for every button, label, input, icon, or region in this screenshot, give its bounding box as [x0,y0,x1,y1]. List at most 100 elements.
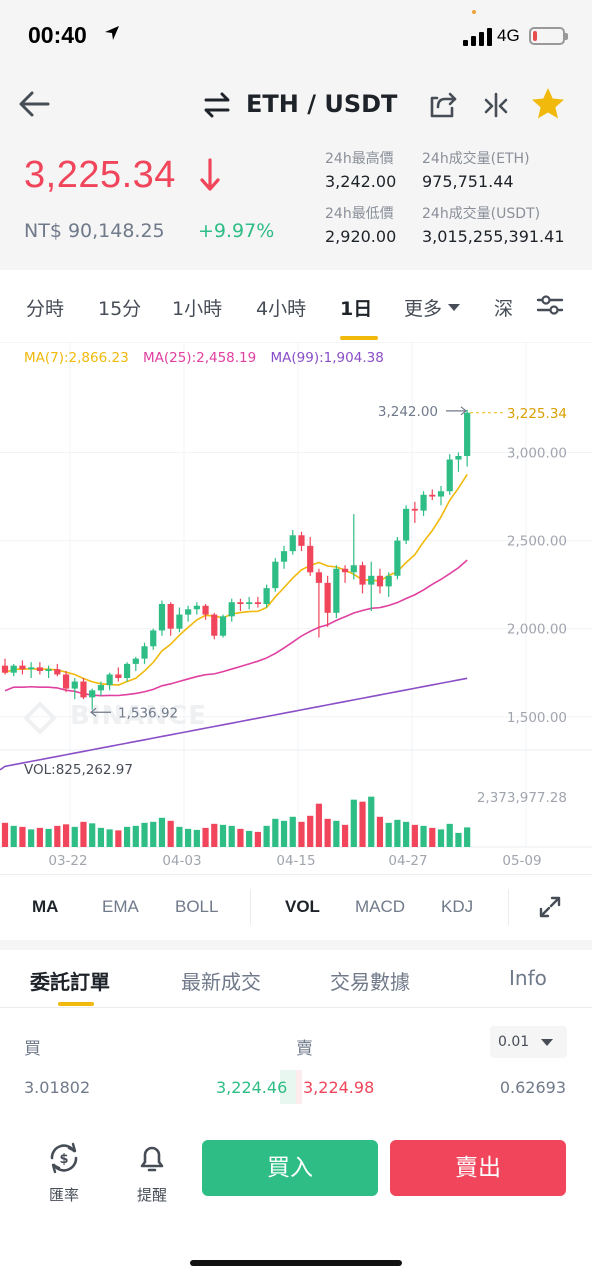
content-panel: 分時 15分 1小時 4小時 1日 更多 深 BINANCE 3,000.00 2,… [0,270,592,1280]
exchange-rate-icon: $ [50,1142,78,1174]
candle-body [36,667,43,671]
candle-body [45,669,52,671]
candle-body [10,665,17,673]
volume-bar [411,824,418,847]
volume-bar [464,827,471,847]
chevron-down-icon [448,304,461,311]
bid-quantity: 3.01802 [24,1078,91,1097]
candle-body [71,681,78,689]
tab-timeframe-15m[interactable]: 15分 [98,298,142,320]
candle-body [272,561,279,589]
pair-title[interactable]: ETH / USDT [246,90,398,118]
back-arrow-icon[interactable] [16,88,52,120]
indicator-ema[interactable]: EMA [102,897,139,916]
price-change-percent: +9.97% [198,220,275,242]
fullscreen-expand-icon[interactable] [538,895,562,919]
volume-bar [80,821,87,847]
volume-bar [106,829,113,847]
chart-settings-icon[interactable] [536,294,564,316]
alert-button[interactable]: 提醒 [122,1140,182,1205]
recording-dot [472,10,476,14]
candle-body [437,491,445,497]
ma7-line [4,474,468,686]
indicator-vol[interactable]: VOL [285,897,320,916]
candle-body [420,494,427,511]
exchange-rate-button[interactable]: $ 匯率 [34,1140,94,1205]
volume-bar [385,822,392,847]
precision-value: 0.01 [498,1034,530,1050]
indicator-toggle-icon[interactable] [482,90,510,120]
volume-bar [10,825,17,847]
y-axis-tick: 3,000.00 [507,445,567,461]
volume-bar [228,825,235,847]
volume-bar [237,828,244,847]
ask-depth-bar [296,1070,302,1104]
tab-timeframe-4h[interactable]: 4小時 [256,298,307,320]
volume-base-label: 24h成交量(ETH) [422,151,530,167]
indicator-boll[interactable]: BOLL [175,897,219,916]
candle-body [289,535,296,552]
tab-timeframe-1h[interactable]: 1小時 [172,298,223,320]
candle-body [298,535,305,546]
ma-legend: MA(7):2,866.23 MA(25):2,458.19 MA(99):1,… [24,350,394,366]
buy-button[interactable]: 買入 [202,1140,378,1196]
high-price-marker: 3,242.00 [378,404,438,420]
candle-body [158,604,166,631]
y-axis-tick: 2,000.00 [507,622,567,638]
indicator-kdj[interactable]: KDJ [441,897,474,916]
volume-bar [254,831,261,847]
share-icon[interactable] [428,90,458,120]
volume-bar [446,823,453,847]
volume-bar [1,822,9,847]
indicator-macd[interactable]: MACD [355,897,406,916]
volume-bar [115,830,122,847]
candle-body [263,588,270,604]
sell-button[interactable]: 賣出 [390,1140,566,1196]
swap-pair-icon[interactable] [203,92,231,118]
volume-quote-label: 24h成交量(USDT) [422,206,541,222]
chevron-down-icon [541,1039,553,1046]
candle-body [219,616,227,636]
bid-depth-bar [280,1070,296,1104]
volume-bar [350,799,357,847]
ma7-value: MA(7):2,866.23 [24,350,129,366]
candle-body [324,582,331,613]
candle-body [150,630,157,647]
tab-timeframe-line[interactable]: 分時 [26,298,65,320]
volume-bar [420,825,427,847]
tab-depth[interactable]: 深 [494,298,512,320]
volume-bar [403,821,410,847]
volume-bar [19,826,26,847]
volume-bar [394,819,401,847]
candlestick-chart[interactable]: BINANCE3,000.002,500.002,000.001,500.003… [0,342,592,874]
indicator-ma[interactable]: MA [32,897,59,916]
current-price-label: 3,225.34 [507,406,567,422]
x-axis-tick: 04-27 [388,853,427,869]
precision-select[interactable]: 0.01 [490,1026,567,1058]
candle-body [167,604,174,629]
low-marker-arrow [90,707,111,717]
candle-body [185,609,192,615]
tab-info[interactable]: Info [509,966,547,990]
section-divider [0,940,592,950]
bell-icon [140,1146,164,1172]
candle-body [307,545,314,573]
tab-trading-data[interactable]: 交易數據 [330,970,410,994]
tab-timeframe-more[interactable]: 更多 [404,294,461,321]
favorite-star-icon[interactable] [530,86,566,122]
ma99-value: MA(99):1,904.38 [270,350,384,366]
tab-order-book[interactable]: 委託訂單 [30,970,110,994]
candle-body [1,665,9,673]
tab-latest-trades[interactable]: 最新成交 [181,970,261,994]
candle-body [115,674,122,678]
x-axis-tick: 05-09 [502,853,541,869]
indicator-bar: MA EMA BOLL VOL MACD KDJ [0,874,592,940]
volume-bar [437,829,445,847]
volume-quote-value: 3,015,255,391.41 [422,227,565,246]
fiat-price: NT$ 90,148.25 [24,220,165,242]
candle-body [341,568,349,573]
order-book-row[interactable]: 3.01802 3,224.46 3,224.98 0.62693 [0,1070,592,1104]
ma25-line [4,559,468,697]
tab-timeframe-1d[interactable]: 1日 [340,298,373,320]
y-axis-tick: 1,500.00 [507,710,567,726]
